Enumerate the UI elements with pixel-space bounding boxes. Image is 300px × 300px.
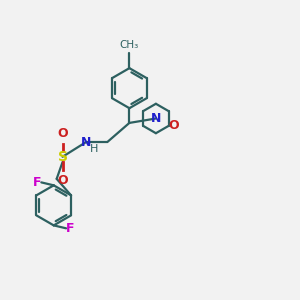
Text: N: N — [151, 112, 161, 125]
Text: S: S — [58, 150, 68, 164]
Text: O: O — [57, 127, 68, 140]
Text: F: F — [33, 176, 42, 189]
Text: H: H — [90, 144, 98, 154]
Text: O: O — [169, 119, 179, 132]
Text: F: F — [66, 222, 74, 235]
Text: O: O — [57, 174, 68, 187]
Text: N: N — [81, 136, 91, 148]
Text: CH₃: CH₃ — [120, 40, 139, 50]
